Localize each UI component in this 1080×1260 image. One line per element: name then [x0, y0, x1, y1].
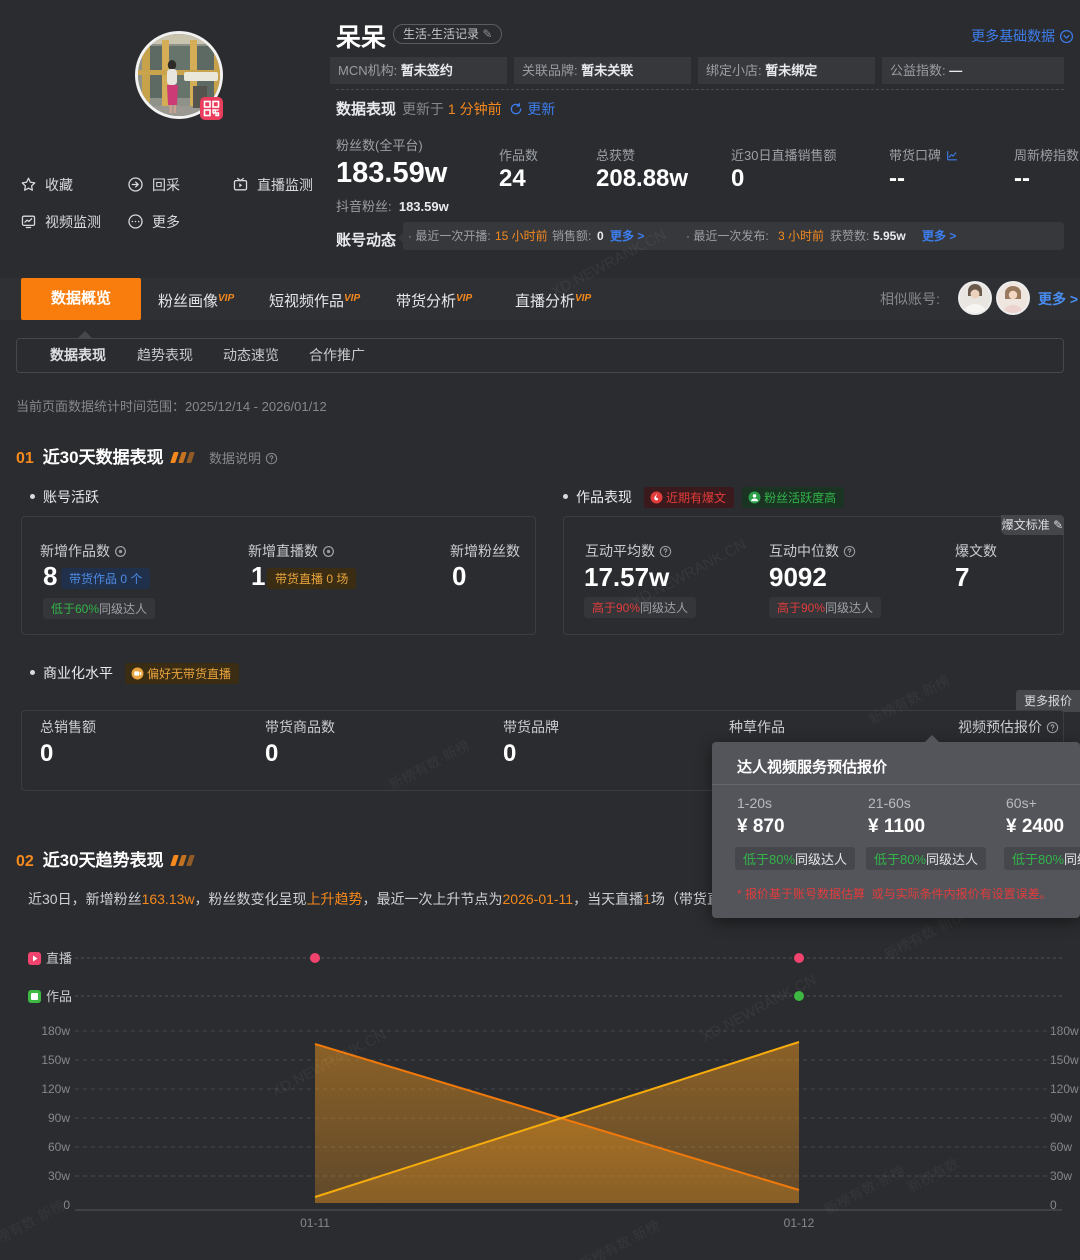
- svg-text:01-11: 01-11: [300, 1216, 330, 1230]
- svg-text:直播: 直播: [46, 951, 72, 966]
- svg-text:作品: 作品: [46, 989, 72, 1004]
- svg-text:90w: 90w: [48, 1111, 70, 1125]
- svg-text:0: 0: [63, 1198, 70, 1212]
- svg-text:180w: 180w: [41, 1024, 70, 1038]
- svg-text:180w: 180w: [1050, 1024, 1079, 1038]
- svg-text:120w: 120w: [41, 1082, 70, 1096]
- svg-text:150w: 150w: [1050, 1053, 1079, 1067]
- svg-text:120w: 120w: [1050, 1082, 1079, 1096]
- svg-text:30w: 30w: [48, 1169, 70, 1183]
- svg-text:150w: 150w: [41, 1053, 70, 1067]
- svg-text:01-12: 01-12: [784, 1216, 815, 1230]
- svg-text:0: 0: [1050, 1198, 1057, 1212]
- svg-text:60w: 60w: [48, 1140, 70, 1154]
